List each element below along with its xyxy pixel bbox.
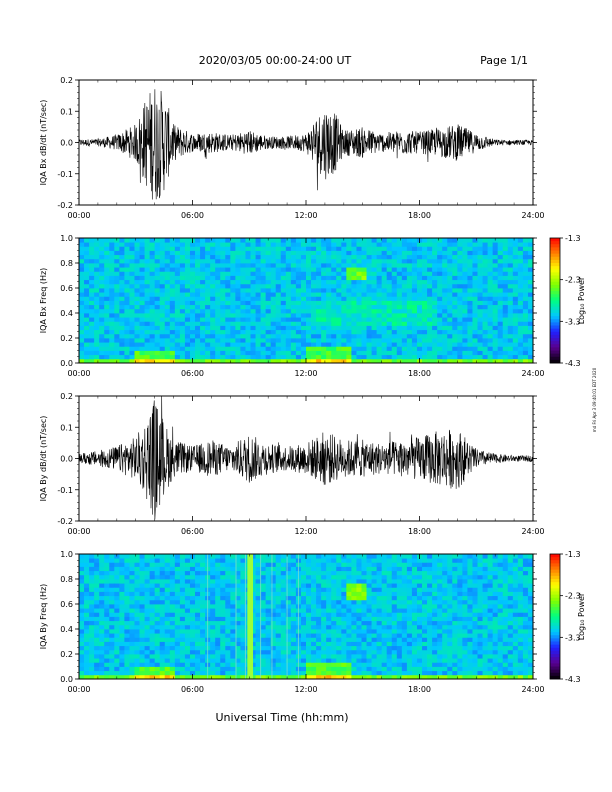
panel-bx-spectrogram: -1.3 -2.3 -3.3 -4.3 Log₁₀ Power 1.0 0.8 0.6 0.4 0… <box>39 234 586 378</box>
x-tick-label: 06:00 <box>181 211 204 220</box>
y-tick-label: 0.0 <box>60 359 73 368</box>
y-tick-label: 0.1 <box>60 423 73 432</box>
colorbar-tick-label: -2.3 <box>565 592 581 601</box>
x-tick-label: 06:00 <box>181 527 204 536</box>
broadband-stripe-mark <box>247 554 254 679</box>
bx-dbdt-ylabel: IQA Bx dB/dt (nT/sec) <box>39 100 48 186</box>
x-tick-label: 00:00 <box>67 369 90 378</box>
by-spectrogram-cells <box>79 554 534 680</box>
by-dbdt-ylabel: IQA By dB/dt (nT/sec) <box>39 416 48 502</box>
by-dbdt-trace <box>78 395 534 520</box>
colorbar-label: Log₁₀ Power <box>577 592 586 640</box>
y-tick-label: 0.2 <box>60 76 73 85</box>
colorbar-tick-label: -1.3 <box>565 234 581 243</box>
y-tick-label: 0.0 <box>60 675 73 684</box>
y-tick-label: 0.8 <box>60 575 73 584</box>
x-tick-label: 12:00 <box>294 211 317 220</box>
x-tick-label: 12:00 <box>294 685 317 694</box>
x-tick-label: 18:00 <box>408 685 431 694</box>
x-tick-label: 00:00 <box>67 685 90 694</box>
y-tick-label: -0.2 <box>57 517 73 526</box>
y-tick-label: -0.2 <box>57 201 73 210</box>
header-date-range: 2020/03/05 00:00-24:00 UT <box>199 54 352 67</box>
bx-dbdt-trace <box>78 89 534 200</box>
colorbar-tick-label: -2.3 <box>565 276 581 285</box>
bx-spectrogram-colorbar: -1.3 -2.3 -3.3 -4.3 Log₁₀ Power <box>549 234 586 368</box>
x-tick-label: 06:00 <box>181 685 204 694</box>
x-tick-label: 00:00 <box>67 211 90 220</box>
x-tick-label: 18:00 <box>408 527 431 536</box>
by-spectrogram-ylabel: IQA By Freq (Hz) <box>39 584 48 650</box>
panel-bx-dbdt: 0.2 0.1 0.0 -0.1 -0.2 IQA Bx dB/dt (nT/sec) 00… <box>39 76 545 220</box>
colorbar-tick-label: -3.3 <box>565 633 581 642</box>
y-tick-label: 1.0 <box>60 234 73 243</box>
panel-by-spectrogram: -1.3 -2.3 -3.3 -4.3 Log₁₀ Power 1.0 0.8 0.6 0.4 0… <box>39 550 586 694</box>
bx-spectrogram-ylabel: IQA Bx Freq (Hz) <box>39 268 48 334</box>
generation-stamp: md Fri Apr 3 09:40:01 EDT 2020 <box>592 367 597 432</box>
x-tick-label: 24:00 <box>521 527 544 536</box>
y-tick-label: 0.0 <box>60 455 73 464</box>
x-tick-label: 24:00 <box>521 369 544 378</box>
header-page-number: Page 1/1 <box>480 54 528 67</box>
y-tick-label: 0.8 <box>60 259 73 268</box>
bx-spectrogram-cells <box>79 238 534 364</box>
x-tick-label: 06:00 <box>181 369 204 378</box>
x-tick-label: 12:00 <box>294 527 317 536</box>
x-tick-label: 18:00 <box>408 369 431 378</box>
x-tick-label: 18:00 <box>408 211 431 220</box>
x-tick-label: 00:00 <box>67 527 90 536</box>
x-tick-label: 24:00 <box>521 211 544 220</box>
y-tick-label: 0.6 <box>60 284 73 293</box>
y-tick-label: 0.6 <box>60 600 73 609</box>
colorbar-tick-label: -4.3 <box>565 359 581 368</box>
y-tick-label: 0.1 <box>60 107 73 116</box>
x-tick-label: 12:00 <box>294 369 317 378</box>
colorbar-tick-label: -3.3 <box>565 317 581 326</box>
y-tick-label: 0.2 <box>60 334 73 343</box>
y-tick-label: -0.1 <box>57 486 73 495</box>
y-tick-label: 1.0 <box>60 550 73 559</box>
y-tick-label: 0.2 <box>60 392 73 401</box>
y-tick-label: 0.0 <box>60 139 73 148</box>
by-spectrogram-colorbar: -1.3 -2.3 -3.3 -4.3 Log₁₀ Power <box>549 550 586 684</box>
colorbar-label: Log₁₀ Power <box>577 276 586 324</box>
y-tick-label: 0.4 <box>60 309 73 318</box>
y-tick-label: 0.4 <box>60 625 73 634</box>
x-axis-title: Universal Time (hh:mm) <box>216 711 349 724</box>
colorbar-tick-label: -1.3 <box>565 550 581 559</box>
colorbar-tick-label: -4.3 <box>565 675 581 684</box>
x-tick-label: 24:00 <box>521 685 544 694</box>
y-tick-label: 0.2 <box>60 650 73 659</box>
y-tick-label: -0.1 <box>57 170 73 179</box>
panel-by-dbdt: 0.2 0.1 0.0 -0.1 -0.2 IQA By dB/dt (nT/sec) 00… <box>39 392 545 536</box>
